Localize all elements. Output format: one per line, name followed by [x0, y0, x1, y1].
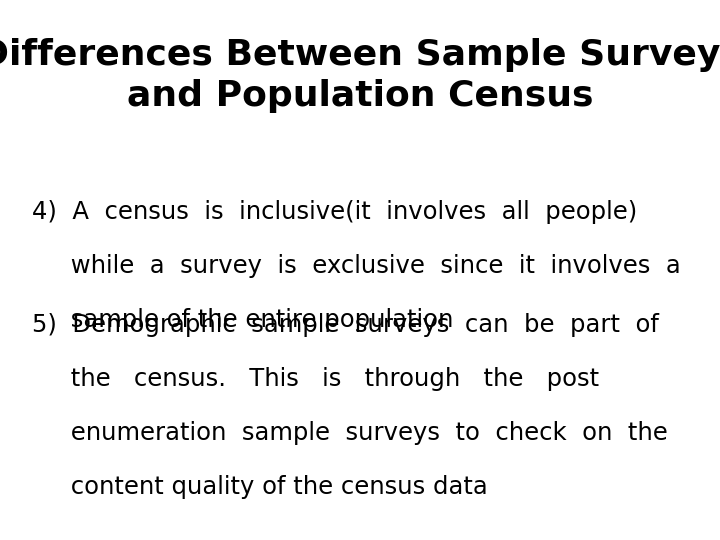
Text: content quality of the census data: content quality of the census data — [32, 475, 488, 499]
Text: while  a  survey  is  exclusive  since  it  involves  a: while a survey is exclusive since it inv… — [32, 254, 681, 278]
Text: Differences Between Sample Surveys
and Population Census: Differences Between Sample Surveys and P… — [0, 38, 720, 112]
Text: 4)  A  census  is  inclusive(it  involves  all  people): 4) A census is inclusive(it involves all… — [32, 200, 638, 224]
Text: sample of the entire population: sample of the entire population — [32, 308, 454, 332]
Text: enumeration  sample  surveys  to  check  on  the: enumeration sample surveys to check on t… — [32, 421, 668, 445]
Text: 5)  Demographic  sample  surveys  can  be  part  of: 5) Demographic sample surveys can be par… — [32, 313, 660, 337]
Text: the   census.   This   is   through   the   post: the census. This is through the post — [32, 367, 600, 391]
